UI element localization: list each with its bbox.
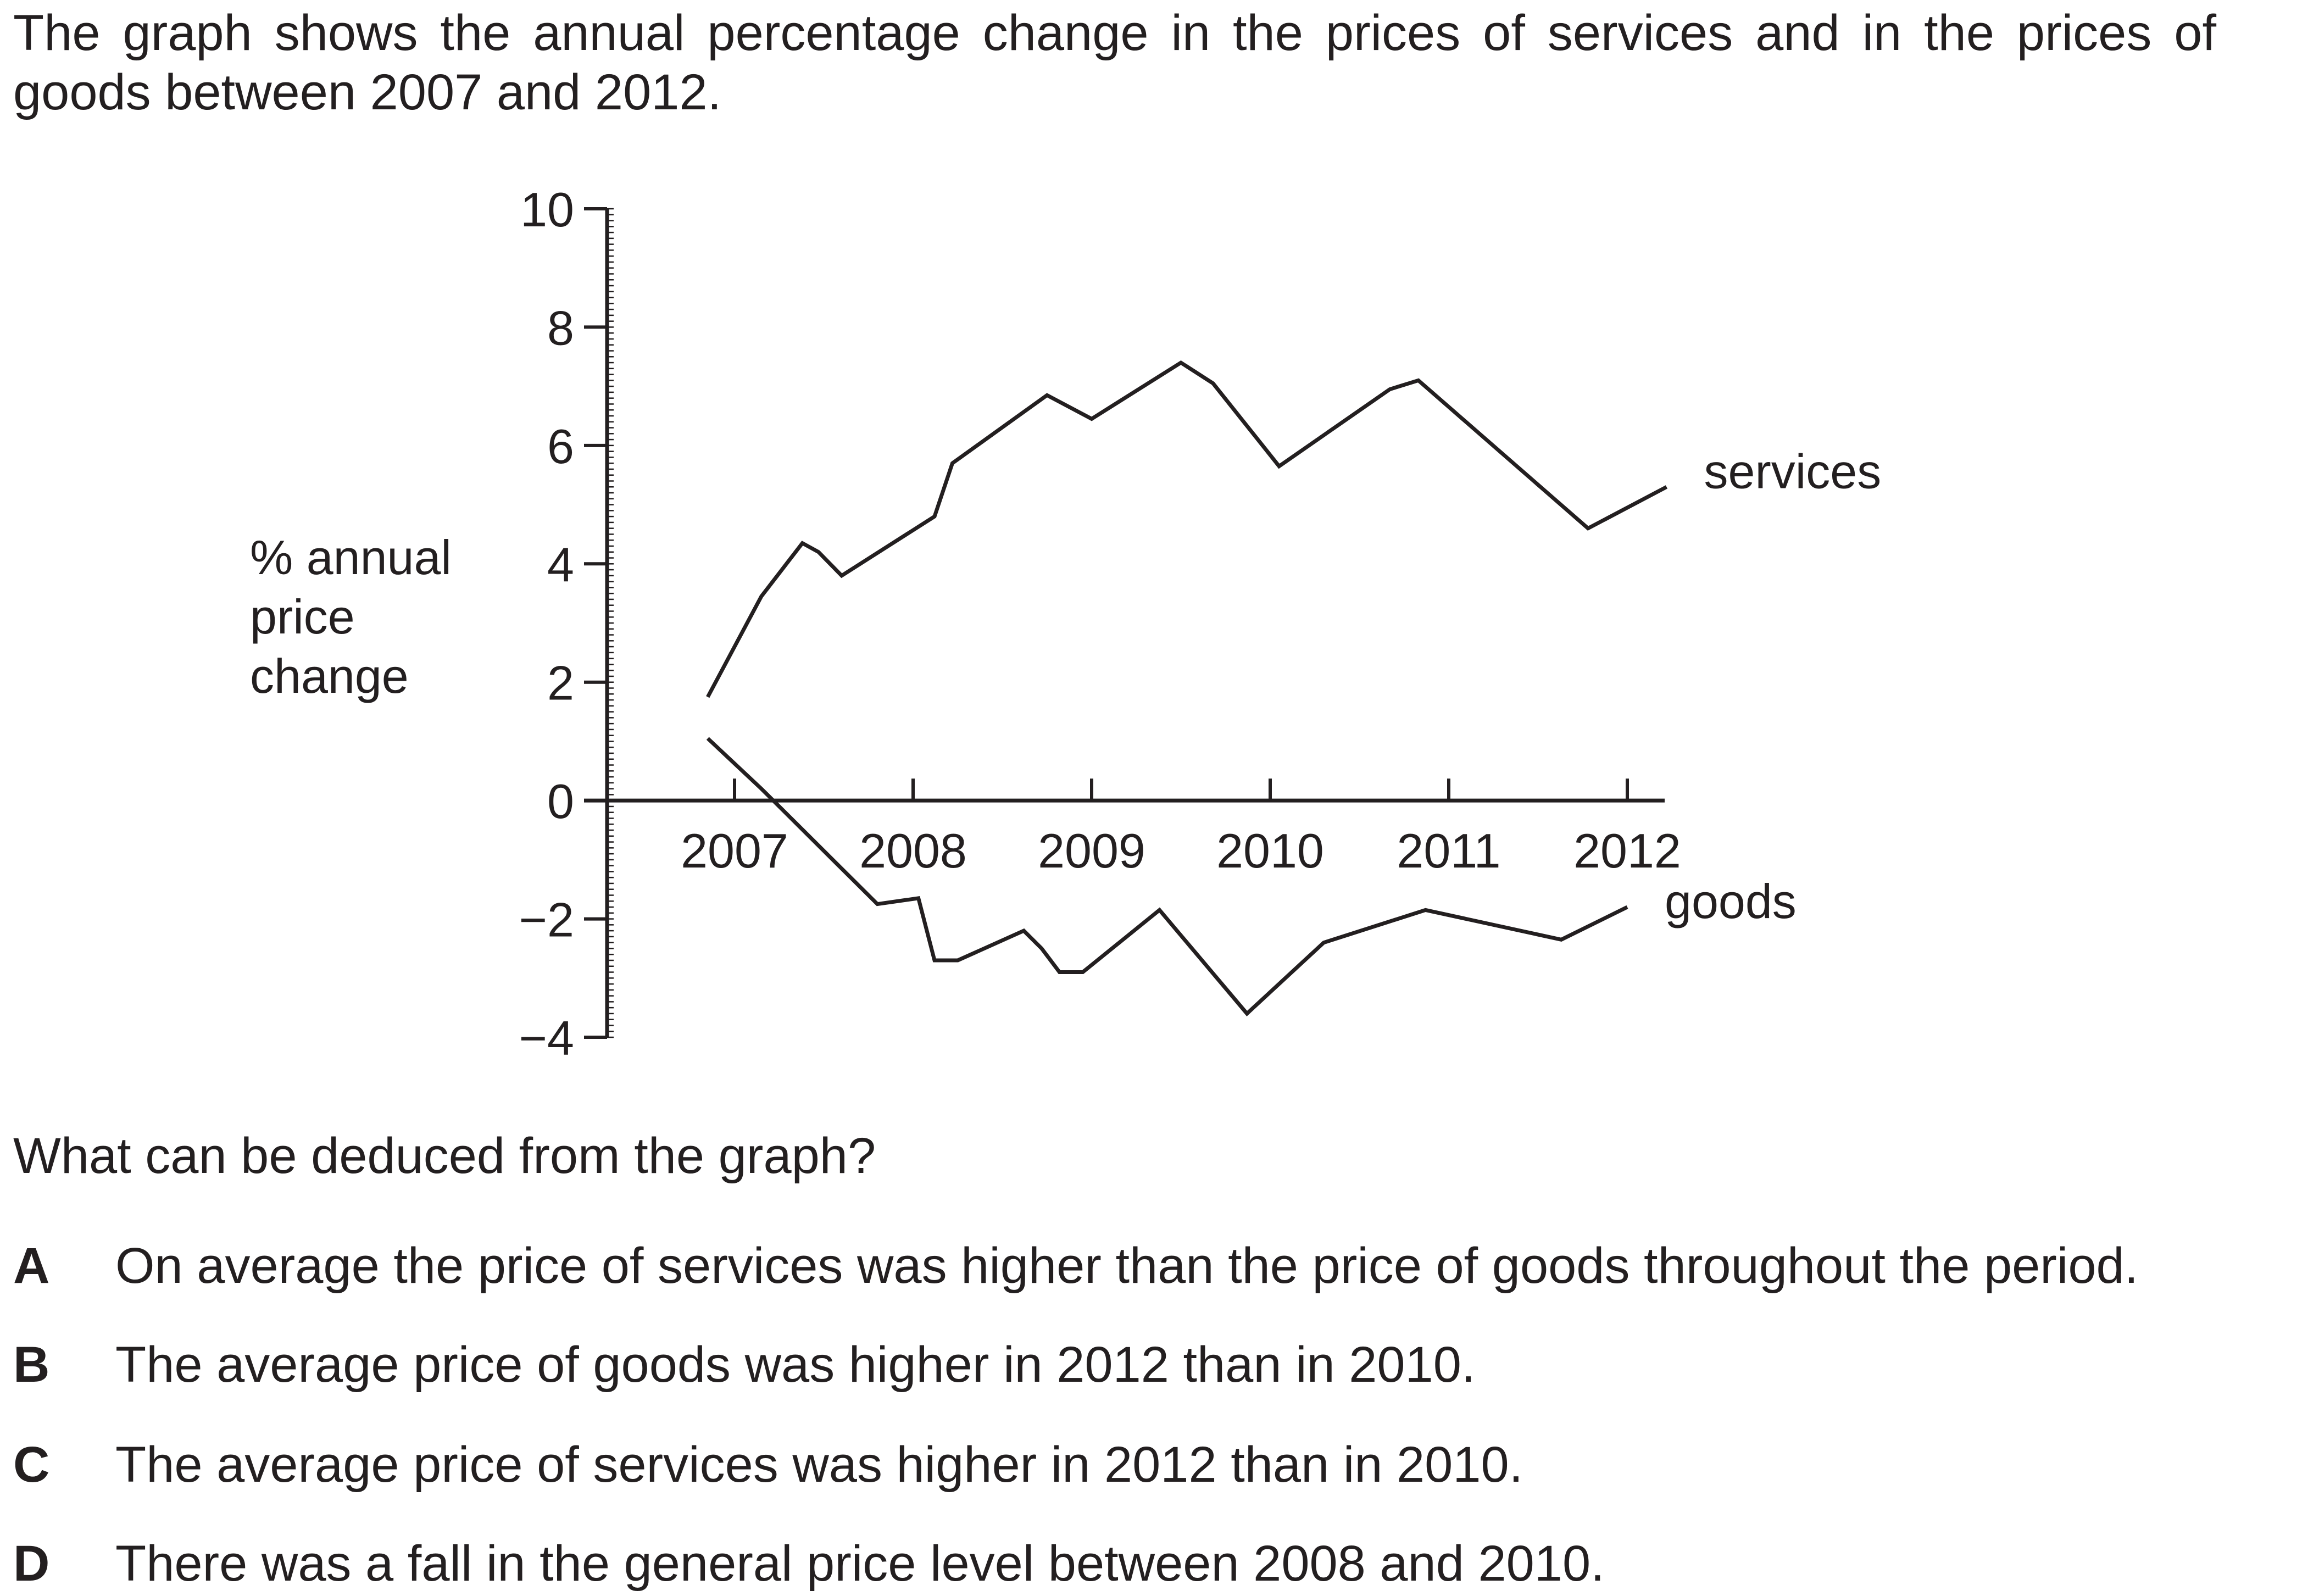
question-text: What can be deduced from the graph? — [13, 1128, 876, 1184]
y-tick-label: −2 — [519, 893, 574, 947]
y-tick-label: 0 — [547, 774, 574, 828]
option-text: The average price of goods was higher in… — [115, 1337, 1476, 1393]
option-c[interactable]: C The average price of services was highe… — [13, 1435, 1523, 1494]
y-tick-label: 2 — [547, 656, 574, 710]
option-letter: C — [13, 1437, 50, 1493]
series-labels: services goods — [1665, 444, 1881, 928]
option-text: The average price of services was higher… — [115, 1437, 1523, 1493]
option-letter: A — [13, 1238, 50, 1294]
series-label-goods: goods — [1665, 874, 1797, 928]
y-axis-label: % annual price change — [250, 530, 452, 703]
option-text: There was a fall in the general price le… — [115, 1536, 1605, 1592]
intro-text: The graph shows the annual percentage ch… — [13, 5, 2216, 120]
x-tick-label: 2007 — [681, 824, 788, 878]
option-letter: B — [13, 1337, 50, 1393]
option-a[interactable]: A On average the price of services was hi… — [13, 1236, 2138, 1295]
y-minor-ticks — [607, 208, 614, 1038]
y-tick-label: 4 — [547, 537, 574, 592]
x-tick-label: 2011 — [1397, 824, 1500, 878]
x-tick-label: 2009 — [1038, 824, 1145, 878]
series-label-services: services — [1704, 444, 1882, 498]
series-line-goods — [706, 737, 1628, 1016]
series-line-services — [706, 360, 1668, 698]
x-tick-label: 2010 — [1216, 824, 1324, 878]
y-tick-label: 8 — [547, 301, 574, 355]
x-axis: 2007 2008 2009 2010 2011 2012 — [584, 778, 1681, 878]
option-d[interactable]: D There was a fall in the general price l… — [13, 1534, 1605, 1593]
x-tick-label: 2008 — [859, 824, 967, 878]
option-b[interactable]: B The average price of goods was higher i… — [13, 1335, 1475, 1394]
line-chart: 10 8 6 4 2 0 −2 −4 2007 2008 2009 2010 2011 2012 ser… — [250, 182, 1881, 1065]
y-tick-label: 10 — [520, 182, 574, 237]
x-tick-label: 2012 — [1573, 824, 1681, 878]
y-tick-label: 6 — [547, 419, 574, 474]
y-tick-label: −4 — [519, 1011, 574, 1065]
option-letter: D — [13, 1536, 50, 1592]
option-text: On average the price of services was hig… — [115, 1238, 2139, 1294]
y-axis: 10 8 6 4 2 0 −2 −4 — [519, 182, 614, 1065]
series-layer — [706, 360, 1668, 1016]
